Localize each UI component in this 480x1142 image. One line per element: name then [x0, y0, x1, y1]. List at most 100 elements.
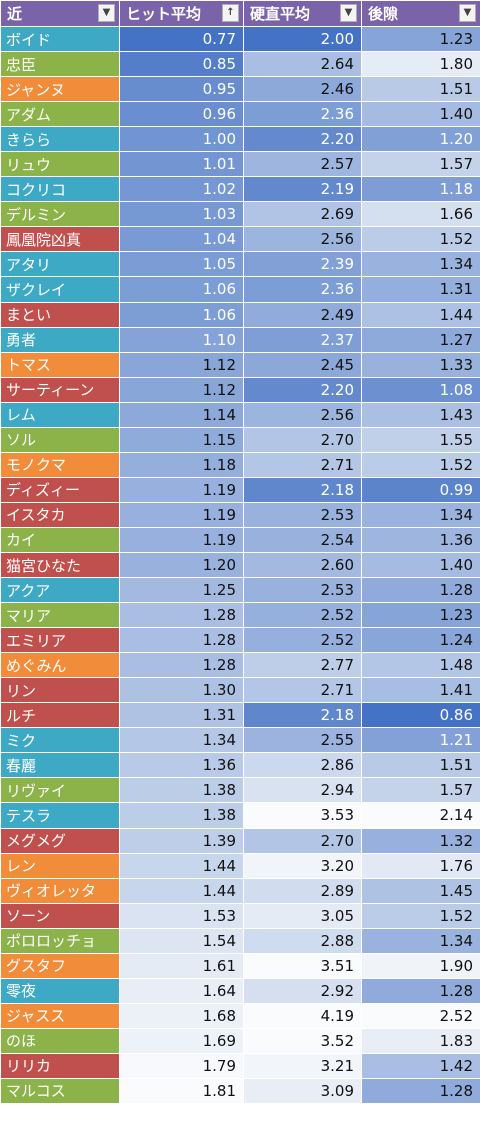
recovery-cell[interactable]: 1.48: [361, 652, 480, 679]
stun-average-cell[interactable]: 2.36: [243, 276, 362, 303]
recovery-cell[interactable]: 1.42: [361, 1052, 480, 1079]
recovery-cell[interactable]: 1.33: [361, 351, 480, 378]
hit-average-cell[interactable]: 1.02: [119, 176, 244, 203]
stun-average-cell[interactable]: 2.77: [243, 652, 362, 679]
recovery-cell[interactable]: 1.28: [361, 1077, 480, 1105]
hit-average-cell[interactable]: 1.81: [119, 1077, 244, 1105]
stun-average-cell[interactable]: 3.05: [243, 902, 362, 929]
hit-average-cell[interactable]: 1.03: [119, 201, 244, 228]
stun-average-cell[interactable]: 3.52: [243, 1027, 362, 1054]
stun-average-cell[interactable]: 2.60: [243, 551, 362, 579]
character-name-cell[interactable]: モノクマ: [0, 451, 120, 478]
recovery-cell[interactable]: 1.41: [361, 677, 480, 704]
character-name-cell[interactable]: マリア: [0, 602, 120, 629]
hit-average-cell[interactable]: 1.19: [119, 526, 244, 553]
hit-average-cell[interactable]: 1.04: [119, 226, 244, 253]
recovery-cell[interactable]: 1.34: [361, 251, 480, 278]
stun-average-cell[interactable]: 2.71: [243, 677, 362, 704]
stun-average-cell[interactable]: 2.18: [243, 476, 362, 503]
character-name-cell[interactable]: きらら: [0, 126, 120, 153]
hit-average-cell[interactable]: 1.20: [119, 551, 244, 579]
hit-average-cell[interactable]: 1.34: [119, 727, 244, 754]
stun-average-cell[interactable]: 2.89: [243, 877, 362, 904]
recovery-cell[interactable]: 1.20: [361, 126, 480, 153]
character-name-cell[interactable]: ミク: [0, 727, 120, 754]
stun-average-cell[interactable]: 2.53: [243, 577, 362, 604]
character-name-cell[interactable]: ディズィー: [0, 476, 120, 503]
recovery-cell[interactable]: 1.83: [361, 1027, 480, 1054]
recovery-cell[interactable]: 1.32: [361, 827, 480, 854]
character-name-cell[interactable]: デルミン: [0, 201, 120, 228]
recovery-cell[interactable]: 1.55: [361, 426, 480, 453]
character-name-cell[interactable]: 春麗: [0, 752, 120, 779]
recovery-cell[interactable]: 1.24: [361, 627, 480, 654]
stun-average-cell[interactable]: 2.56: [243, 401, 362, 428]
stun-average-cell[interactable]: 2.52: [243, 602, 362, 629]
hit-average-cell[interactable]: 0.95: [119, 76, 244, 103]
stun-average-cell[interactable]: 2.54: [243, 526, 362, 553]
recovery-cell[interactable]: 1.34: [361, 501, 480, 528]
character-name-cell[interactable]: アクア: [0, 577, 120, 604]
character-name-cell[interactable]: エミリア: [0, 627, 120, 654]
filter-dropdown-icon[interactable]: ▼: [340, 4, 357, 22]
recovery-cell[interactable]: 1.27: [361, 326, 480, 353]
stun-average-cell[interactable]: 2.45: [243, 351, 362, 378]
recovery-cell[interactable]: 1.23: [361, 25, 480, 53]
character-name-cell[interactable]: ザクレイ: [0, 276, 120, 303]
character-name-cell[interactable]: イスタカ: [0, 501, 120, 528]
character-name-cell[interactable]: レン: [0, 852, 120, 879]
character-name-cell[interactable]: グスタフ: [0, 952, 120, 979]
character-name-cell[interactable]: 零夜: [0, 977, 120, 1004]
recovery-cell[interactable]: 1.28: [361, 977, 480, 1004]
stun-average-cell[interactable]: 2.39: [243, 251, 362, 278]
hit-average-cell[interactable]: 1.64: [119, 977, 244, 1004]
filter-dropdown-icon[interactable]: ▼: [98, 4, 115, 22]
character-name-cell[interactable]: コクリコ: [0, 176, 120, 203]
hit-average-cell[interactable]: 1.19: [119, 501, 244, 528]
stun-average-cell[interactable]: 2.70: [243, 827, 362, 854]
recovery-cell[interactable]: 1.23: [361, 602, 480, 629]
stun-average-cell[interactable]: 2.46: [243, 76, 362, 103]
character-name-cell[interactable]: アダム: [0, 101, 120, 128]
hit-average-cell[interactable]: 1.01: [119, 151, 244, 178]
character-name-cell[interactable]: リヴァイ: [0, 777, 120, 804]
stun-average-cell[interactable]: 2.55: [243, 727, 362, 754]
hit-average-cell[interactable]: 1.18: [119, 451, 244, 478]
hit-average-cell[interactable]: 0.77: [119, 25, 244, 53]
hit-average-cell[interactable]: 1.12: [119, 376, 244, 403]
stun-average-cell[interactable]: 2.94: [243, 777, 362, 804]
recovery-cell[interactable]: 1.43: [361, 401, 480, 428]
recovery-cell[interactable]: 2.14: [361, 802, 480, 829]
recovery-cell[interactable]: 1.52: [361, 902, 480, 929]
recovery-cell[interactable]: 1.52: [361, 226, 480, 253]
stun-average-cell[interactable]: 2.00: [243, 25, 362, 53]
character-name-cell[interactable]: ポロロッチョ: [0, 927, 120, 954]
character-name-cell[interactable]: 猫宮ひなた: [0, 551, 120, 579]
hit-average-cell[interactable]: 1.06: [119, 301, 244, 328]
recovery-cell[interactable]: 1.44: [361, 301, 480, 328]
hit-average-cell[interactable]: 1.15: [119, 426, 244, 453]
stun-average-cell[interactable]: 2.53: [243, 501, 362, 528]
character-name-cell[interactable]: サーティーン: [0, 376, 120, 403]
recovery-cell[interactable]: 1.36: [361, 526, 480, 553]
recovery-cell[interactable]: 0.86: [361, 702, 480, 729]
stun-average-cell[interactable]: 2.69: [243, 201, 362, 228]
recovery-cell[interactable]: 1.76: [361, 852, 480, 879]
hit-average-cell[interactable]: 1.39: [119, 827, 244, 854]
recovery-cell[interactable]: 1.21: [361, 727, 480, 754]
hit-average-cell[interactable]: 1.00: [119, 126, 244, 153]
sort-ascending-icon[interactable]: ↑: [222, 4, 239, 22]
stun-average-cell[interactable]: 2.36: [243, 101, 362, 128]
character-name-cell[interactable]: ソル: [0, 426, 120, 453]
character-name-cell[interactable]: リリカ: [0, 1052, 120, 1079]
hit-average-cell[interactable]: 1.28: [119, 627, 244, 654]
stun-average-cell[interactable]: 2.20: [243, 376, 362, 403]
hit-average-cell[interactable]: 1.79: [119, 1052, 244, 1079]
hit-average-cell[interactable]: 0.85: [119, 51, 244, 78]
character-name-cell[interactable]: レム: [0, 401, 120, 428]
recovery-cell[interactable]: 1.34: [361, 927, 480, 954]
hit-average-cell[interactable]: 1.61: [119, 952, 244, 979]
character-name-cell[interactable]: めぐみん: [0, 652, 120, 679]
stun-average-cell[interactable]: 2.56: [243, 226, 362, 253]
character-name-cell[interactable]: ボイド: [0, 25, 120, 53]
